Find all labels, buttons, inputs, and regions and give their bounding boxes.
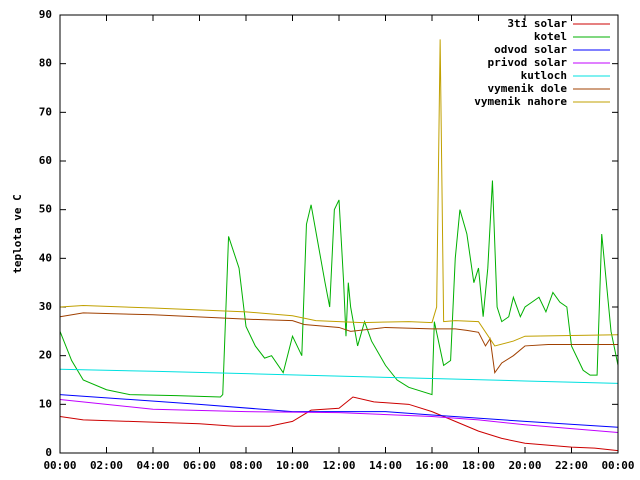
y-tick-label: 50 [39, 203, 52, 216]
x-tick-label: 20:00 [508, 459, 541, 472]
x-tick-label: 18:00 [462, 459, 495, 472]
series-line [59, 39, 619, 347]
y-tick-label: 70 [39, 105, 52, 118]
y-tick-label: 30 [39, 300, 52, 313]
series-line [59, 398, 619, 434]
y-tick-label: 40 [39, 251, 52, 264]
x-tick-label: 14:00 [369, 459, 402, 472]
y-tick-label: 10 [39, 397, 52, 410]
series-line [59, 396, 619, 452]
x-tick-label: 08:00 [229, 459, 262, 472]
series-line [59, 394, 619, 428]
y-tick-label: 80 [39, 57, 52, 70]
series-line [59, 180, 619, 398]
y-axis-label: teplota ve C [11, 194, 24, 273]
legend-label: 3ti solar [507, 17, 567, 30]
x-tick-label: 16:00 [415, 459, 448, 472]
x-tick-label: 06:00 [183, 459, 216, 472]
legend-label: kotel [534, 30, 567, 43]
y-tick-label: 20 [39, 349, 52, 362]
y-tick-label: 60 [39, 154, 52, 167]
x-tick-label: 10:00 [276, 459, 309, 472]
x-tick-label: 04:00 [136, 459, 169, 472]
legend-label: odvod solar [494, 43, 567, 56]
x-tick-label: 00:00 [601, 459, 634, 472]
legend-label: vymenik dole [488, 82, 568, 95]
series-line [59, 312, 618, 375]
x-tick-label: 12:00 [322, 459, 355, 472]
y-tick-label: 90 [39, 8, 52, 21]
x-tick-label: 00:00 [43, 459, 76, 472]
legend-label: vymenik nahore [474, 95, 567, 108]
x-tick-label: 22:00 [555, 459, 588, 472]
series-line [59, 368, 619, 384]
legend-label: kutloch [521, 69, 567, 82]
x-tick-label: 02:00 [90, 459, 123, 472]
plot-border [59, 14, 619, 454]
y-tick-label: 0 [45, 446, 52, 459]
legend-label: privod solar [488, 56, 568, 69]
